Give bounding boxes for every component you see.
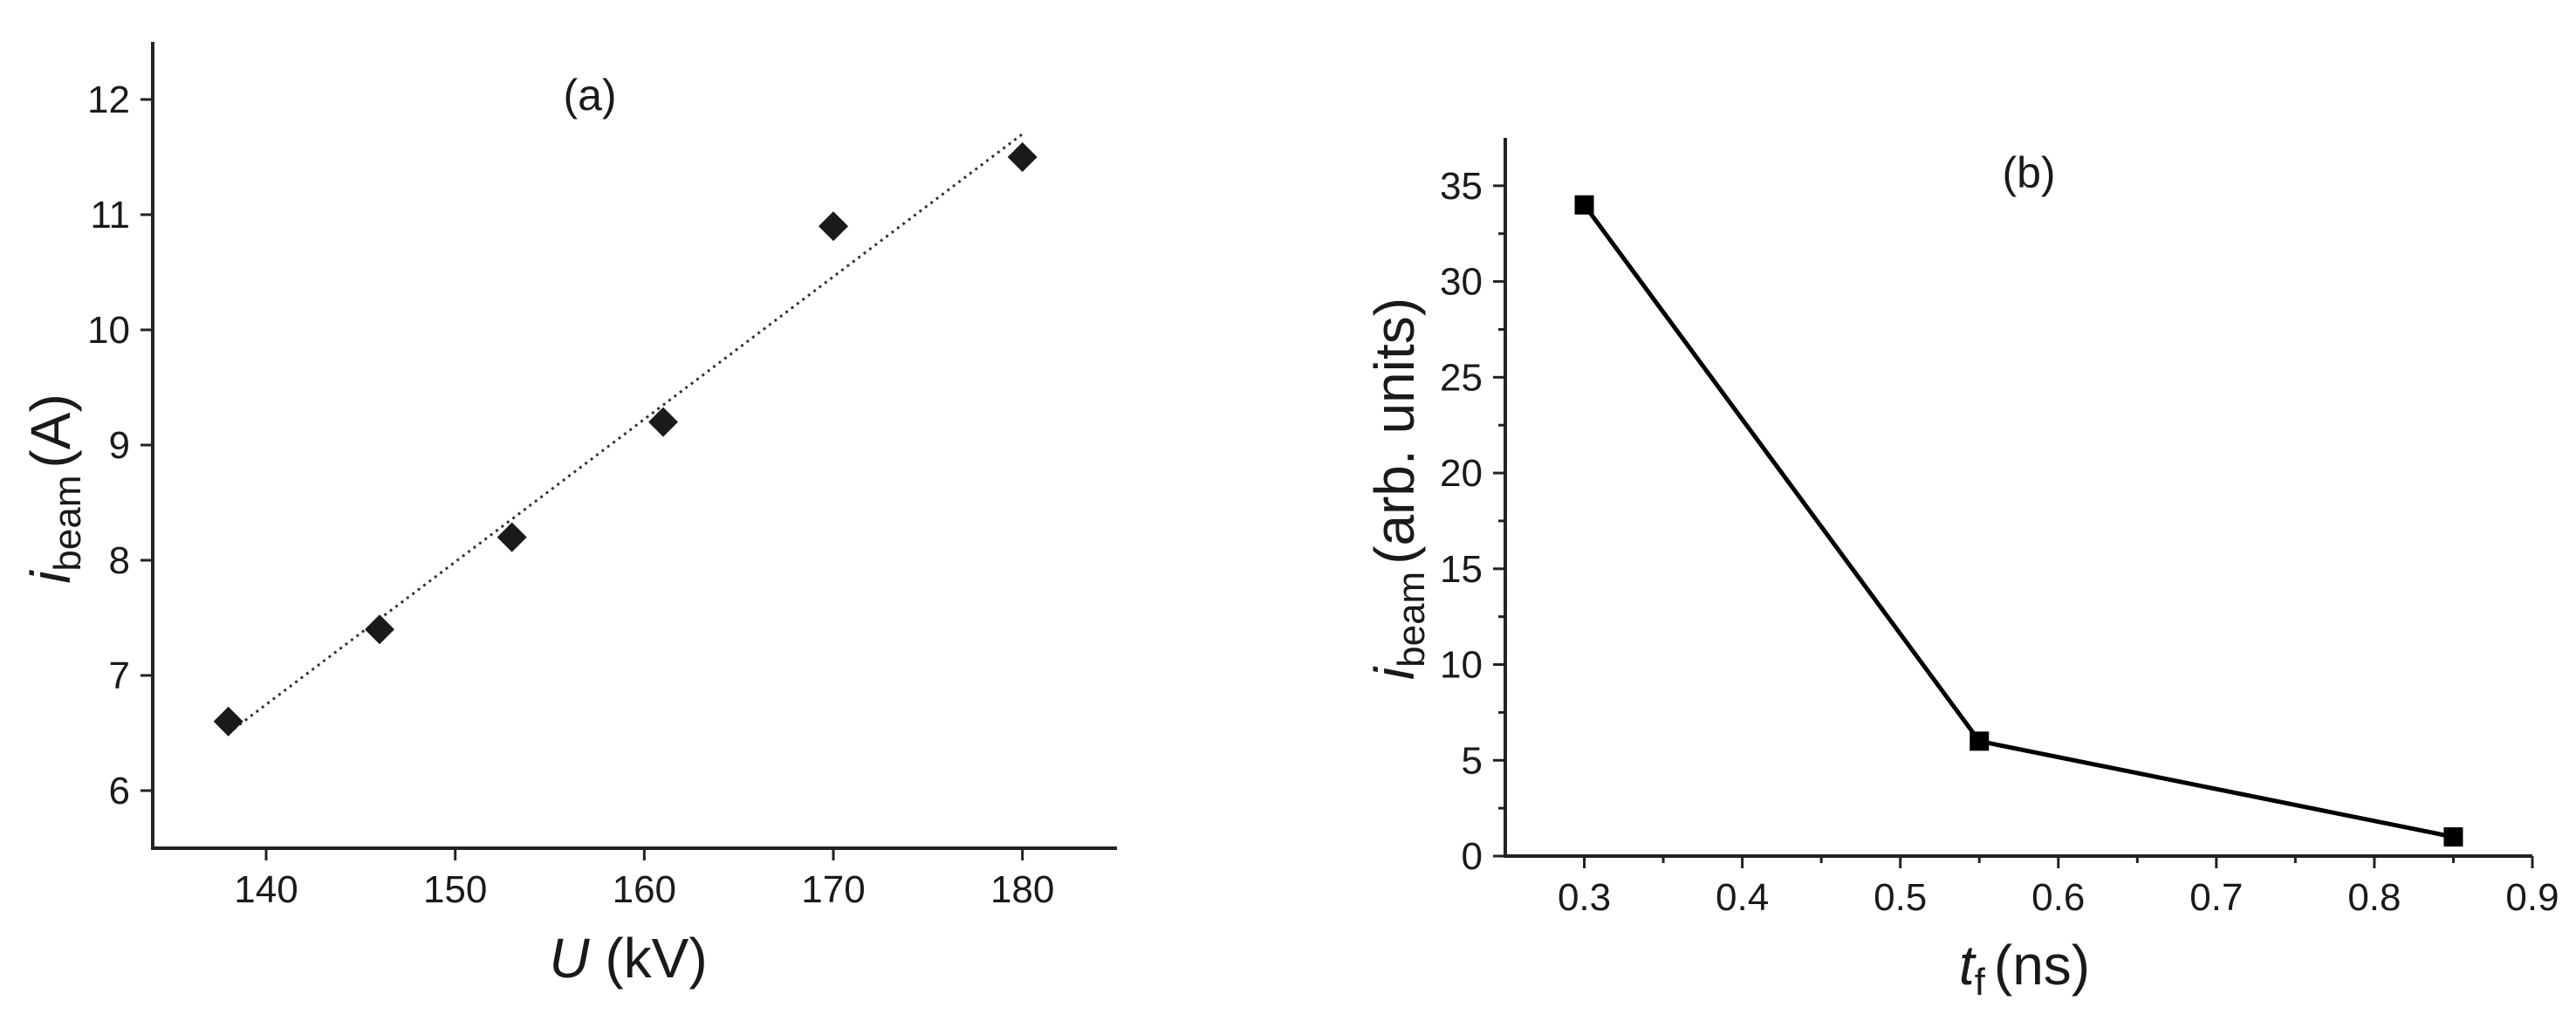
data-point [2443,827,2463,847]
data-points [1574,195,2463,847]
data-point [497,522,527,552]
x-axis-symbol: t [1959,934,1977,997]
y-tick-label: 7 [109,654,130,697]
x-axis-subscript: f [1975,961,1986,1004]
x-tick-label: 0.5 [1874,876,1927,919]
y-axis-subscript: beam [1390,572,1433,668]
panel-label: (a) [563,71,616,120]
x-ticks: 140 150 160 170 180 [234,848,1054,911]
y-axis-symbol: i [1363,666,1426,680]
y-axis-unit: (arb. units) [1363,298,1426,565]
y-tick-label: 30 [1440,261,1483,304]
y-tick-label: 5 [1462,739,1483,782]
y-tick-label: 10 [87,309,130,352]
x-axis-symbol: U [549,927,590,990]
y-axis-title: ibeam (arb. units) [1363,298,1433,680]
x-axis-unit: (kV) [605,927,707,990]
x-tick-label: 170 [801,868,865,911]
y-tick-label: 12 [87,79,130,121]
x-tick-label: 150 [423,868,487,911]
y-axis-unit: (A) [19,394,82,468]
y-tick-label: 15 [1440,548,1483,591]
y-axis-subscript: beam [46,476,89,572]
x-tick-label: 0.6 [2031,876,2085,919]
x-ticks: 0.3 0.4 0.5 0.6 0.7 0.8 0.9 [1558,856,2559,919]
y-tick-label: 9 [109,424,130,467]
x-tick-label: 0.8 [2347,876,2401,919]
x-tick-label: 0.4 [1716,876,1769,919]
data-point [365,614,394,645]
y-tick-label: 6 [109,770,130,812]
panel-label: (b) [2002,148,2055,197]
x-tick-label: 0.7 [2189,876,2243,919]
x-axis-title: tf (ns) [1959,934,2090,1004]
x-tick-label: 180 [990,868,1054,911]
y-tick-label: 8 [109,539,130,582]
x-tick-label: 140 [234,868,298,911]
y-tick-label: 0 [1462,835,1483,878]
y-ticks: 6 7 8 9 10 11 12 [87,79,153,812]
x-tick-label: 0.3 [1558,876,1611,919]
y-axis-symbol: i [19,570,82,584]
series-line [1582,203,2454,839]
chart-panel-b: 0 5 10 15 20 25 30 35 0.3 0.4 0.5 0.6 0.7 0.8 0.9 (b)… [1363,138,2559,1004]
x-tick-label: 160 [613,868,676,911]
y-tick-label: 11 [90,194,130,236]
data-point [213,706,243,737]
y-ticks: 0 5 10 15 20 25 30 35 [1440,165,1505,878]
y-tick-label: 10 [1440,644,1483,687]
chart-panel-a: 6 7 8 9 10 11 12 140 150 160 170 180 (a) U (kV) ib… [19,42,1117,990]
y-tick-label: 25 [1440,356,1483,399]
data-point [1574,195,1594,215]
y-tick-label: 35 [1440,165,1483,208]
y-tick-label: 20 [1440,452,1483,495]
x-tick-label: 0.9 [2505,876,2559,919]
data-points [213,142,1038,737]
y-axis-title: ibeam (A) [19,394,89,584]
trendline [227,133,1024,735]
data-point [1970,731,1990,751]
data-point [648,407,678,437]
data-point [1007,142,1038,172]
data-point [819,211,848,242]
x-axis-unit: (ns) [1994,934,2090,997]
x-axis-title: U (kV) [549,927,707,990]
